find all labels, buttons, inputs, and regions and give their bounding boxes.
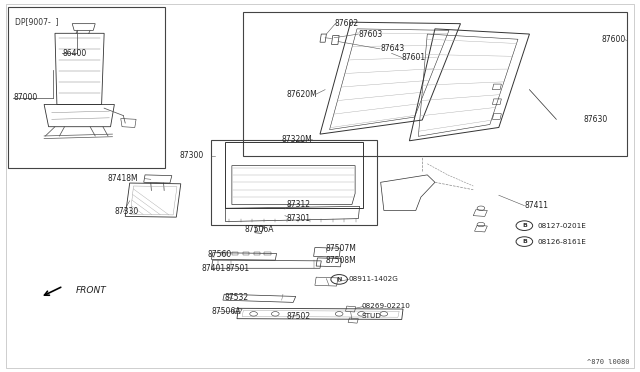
Bar: [8, 7, 165, 168]
Text: 87401: 87401: [202, 264, 226, 273]
Text: B: B: [522, 239, 527, 244]
Text: FRONT: FRONT: [76, 286, 107, 295]
Text: 87300: 87300: [180, 151, 204, 160]
Text: DP[9007-  ]: DP[9007- ]: [15, 17, 58, 26]
Text: N: N: [337, 277, 342, 282]
Bar: [243, 12, 627, 155]
Text: 87600: 87600: [601, 35, 625, 44]
Text: 87411: 87411: [524, 201, 548, 210]
Text: 87507M: 87507M: [325, 244, 356, 253]
Text: 87506A: 87506A: [211, 307, 241, 316]
Text: 87501: 87501: [225, 264, 250, 273]
Text: ^870 l0080: ^870 l0080: [588, 359, 630, 365]
Text: 86400: 86400: [62, 49, 86, 58]
Text: 87508M: 87508M: [325, 256, 356, 265]
Bar: [211, 140, 378, 225]
Text: 87418M: 87418M: [108, 174, 139, 183]
Text: 87643: 87643: [380, 44, 404, 53]
Text: 87312: 87312: [287, 200, 311, 209]
Text: 87601: 87601: [402, 53, 426, 62]
Text: 87506A: 87506A: [244, 225, 274, 234]
Text: 87320M: 87320M: [282, 135, 312, 144]
Text: 87502: 87502: [287, 312, 311, 321]
Bar: [225, 142, 363, 208]
Text: 87630: 87630: [583, 115, 607, 124]
Text: 87560: 87560: [207, 250, 232, 259]
Text: 87301: 87301: [287, 214, 311, 223]
Text: 08127-0201E: 08127-0201E: [537, 223, 586, 229]
Text: 87330: 87330: [115, 208, 139, 217]
Text: 08911-1402G: 08911-1402G: [349, 276, 399, 282]
Text: B: B: [522, 223, 527, 228]
Text: 08269-02210: 08269-02210: [362, 304, 410, 310]
Text: STUD: STUD: [362, 314, 381, 320]
Text: 87602: 87602: [334, 19, 358, 28]
Text: 87603: 87603: [358, 29, 383, 39]
Text: 08126-8161E: 08126-8161E: [537, 238, 586, 245]
Text: 87000: 87000: [13, 93, 38, 102]
Text: 87620M: 87620M: [287, 90, 317, 99]
Text: 87532: 87532: [224, 293, 248, 302]
